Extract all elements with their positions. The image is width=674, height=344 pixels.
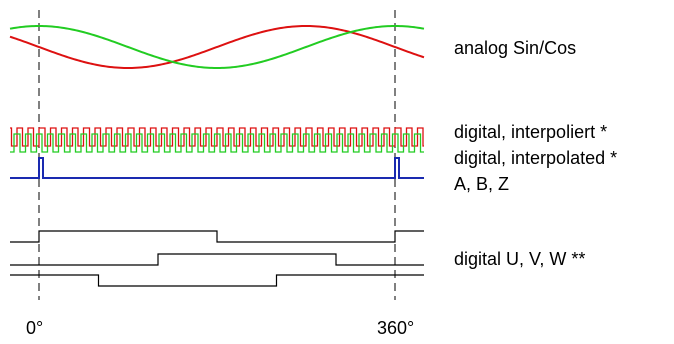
sin-wave [9, 24, 425, 70]
label-interpolated-de: digital, interpoliert * [454, 122, 607, 142]
label-analog: analog Sin/Cos [454, 38, 576, 58]
label-angle-0: 0° [26, 318, 43, 338]
interpolated-channel-b [10, 133, 424, 153]
interpolated-signals [10, 127, 424, 153]
label-interpolated-en: digital, interpolated * [454, 148, 617, 168]
label-abz: A, B, Z [454, 174, 509, 194]
commutation-signals [10, 230, 424, 287]
cos-wave [9, 25, 425, 69]
interpolated-channel-a [10, 127, 424, 147]
analog-signals [9, 24, 425, 70]
label-angle-360: 360° [377, 318, 414, 338]
index-pulse-z [10, 157, 424, 179]
commutation-u [10, 230, 424, 243]
commutation-w [10, 274, 424, 287]
commutation-v [10, 253, 424, 266]
label-uvw: digital U, V, W ** [454, 249, 585, 269]
